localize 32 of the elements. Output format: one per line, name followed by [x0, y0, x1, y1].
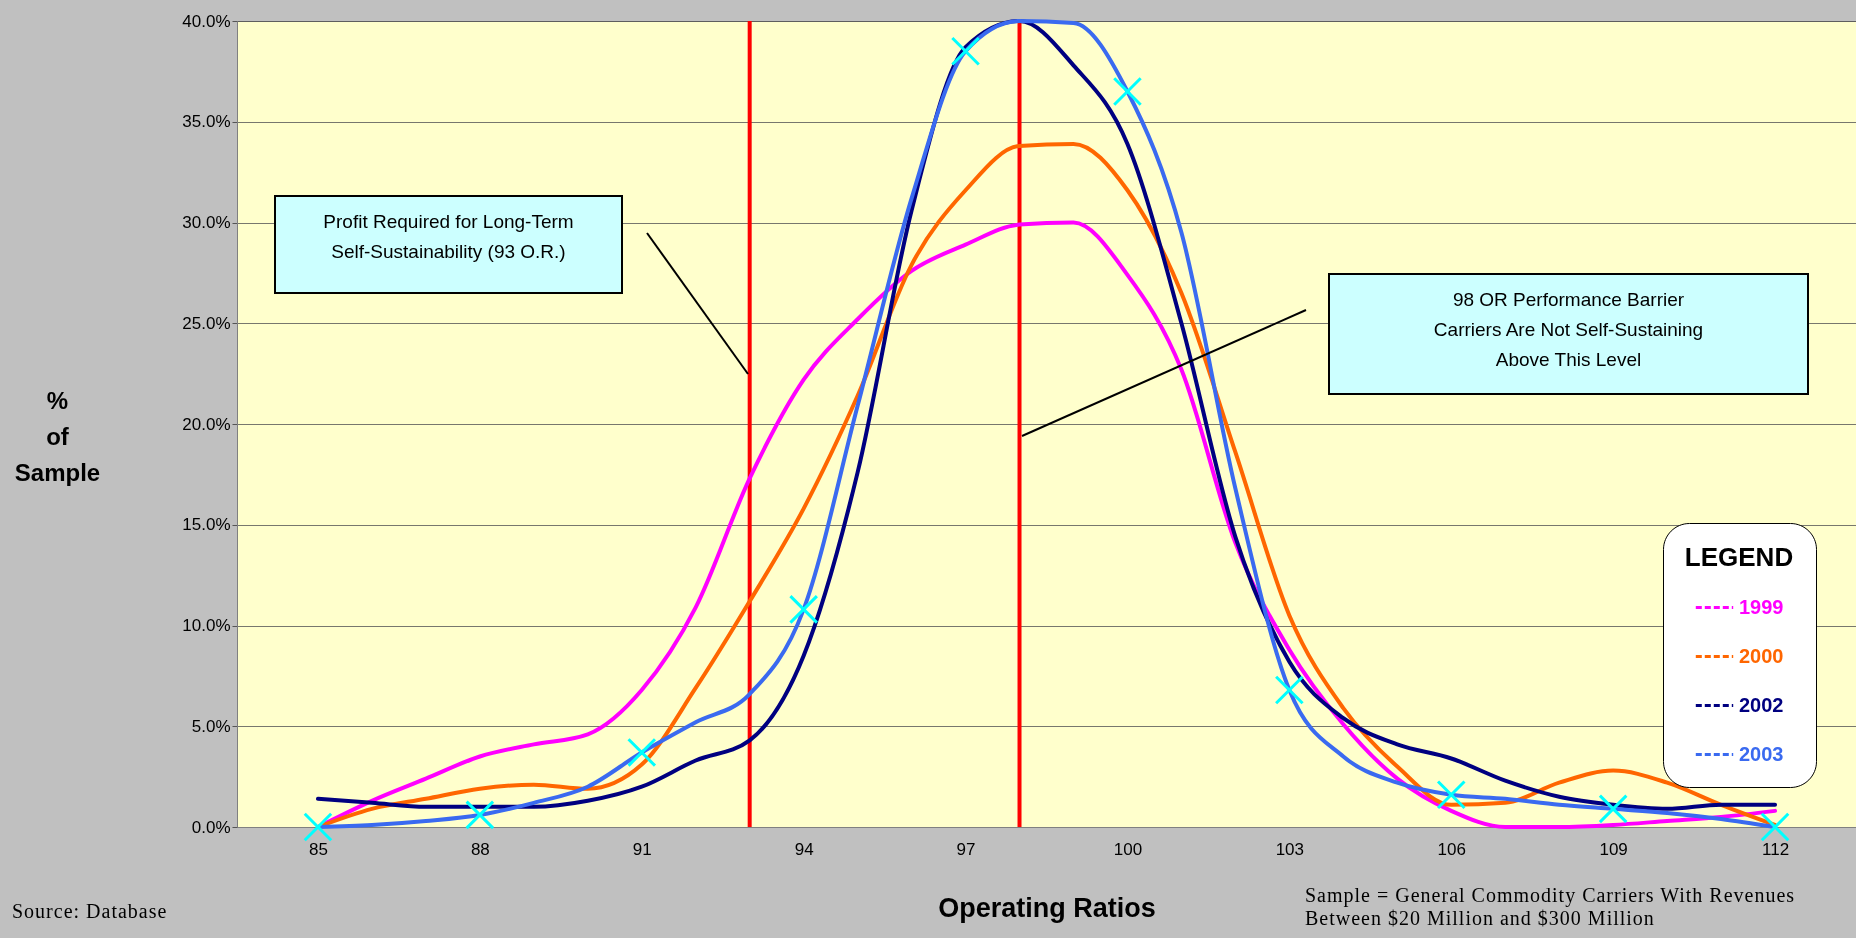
text: Sample = General Commodity Carriers With Revenues Between $20 Million and $300 Million: [1305, 884, 1797, 930]
legend-label: 1999: [1739, 595, 1784, 618]
source-note: Source: Database: [12, 900, 168, 923]
x-axis-title: Operating Ratios: [938, 892, 1156, 923]
y-tick-label: 15.0%: [182, 515, 231, 535]
y-tick-label: 20.0%: [182, 414, 231, 434]
y-tick-label: 0.0%: [191, 817, 231, 837]
legend-label: 2003: [1739, 742, 1784, 765]
legend-label: 2000: [1739, 644, 1784, 667]
note-box: 98 OR Performance Barrier Carriers Are Not Self-Sustaining Above This Level: [1328, 273, 1809, 395]
y-tick-label: 10.0%: [182, 616, 231, 635]
legend-title: LEGEND: [1684, 542, 1794, 572]
x-tick-label: 97: [956, 839, 976, 859]
x-tick-label: 106: [1437, 839, 1466, 859]
y-tick-label: 35.0%: [182, 112, 231, 132]
y-axis-title: % of Sample: [14, 386, 101, 486]
y-tick-label: 5.0%: [191, 716, 231, 736]
y-tick-label: 25.0%: [182, 313, 231, 333]
x-tick-label: 103: [1275, 839, 1305, 859]
y-tick-label: 40.0%: [182, 11, 231, 31]
x-tick-label: 91: [632, 839, 652, 859]
x-tick-label: 94: [794, 839, 814, 859]
legend-label: 2002: [1739, 693, 1784, 716]
x-tick-label: 85: [308, 839, 328, 859]
note-box: Profit Required for Long-Term Self-Sustainability (93 O.R.): [274, 195, 623, 294]
x-tick-label: 112: [1762, 839, 1790, 859]
x-tick-label: 109: [1599, 839, 1628, 859]
annotation: 98 OR Performance Barrier Carriers Are Not Self-Sustaining Above This Level: [1432, 288, 1705, 372]
x-tick-label: 100: [1113, 839, 1143, 859]
y-tick-label: 30.0%: [182, 213, 231, 232]
annotation: Profit Required for Long-Term Self-Sustainability (93 O.R.): [322, 210, 575, 264]
x-tick-label: 88: [470, 839, 490, 859]
